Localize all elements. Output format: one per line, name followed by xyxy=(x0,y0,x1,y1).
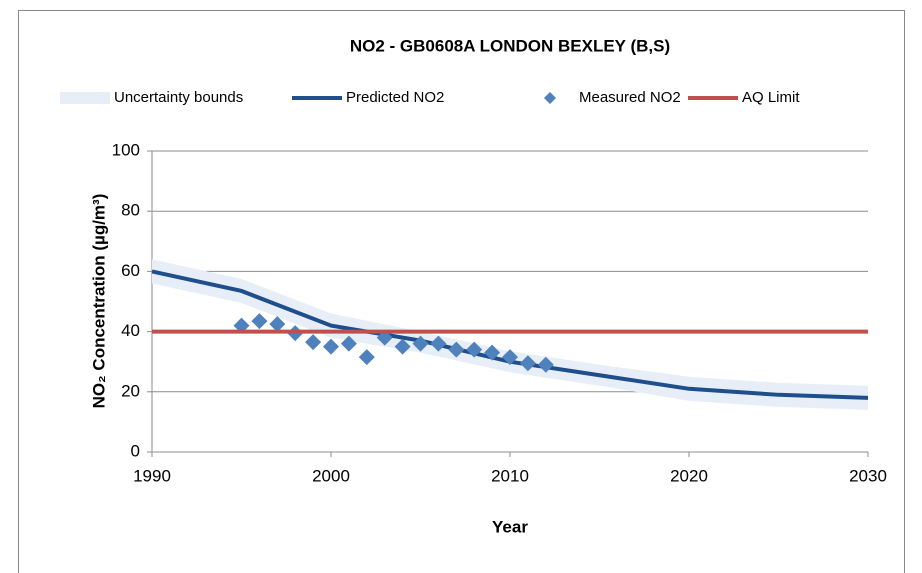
marker xyxy=(537,356,554,373)
marker xyxy=(484,344,501,361)
marker xyxy=(412,335,429,352)
marker xyxy=(233,317,250,334)
y-tick-label: 60 xyxy=(121,261,140,280)
y-axis-label: NO₂ Concentration (µg/m³) xyxy=(89,194,108,409)
x-tick-label: 2000 xyxy=(312,466,350,485)
marker xyxy=(358,349,375,366)
marker xyxy=(502,349,518,366)
y-tick-label: 100 xyxy=(112,140,140,159)
marker xyxy=(340,335,357,352)
marker xyxy=(376,329,393,346)
y-tick-label: 0 xyxy=(131,441,140,460)
x-axis-label: Year xyxy=(492,517,528,536)
marker xyxy=(269,316,286,333)
marker xyxy=(430,335,447,352)
marker xyxy=(519,355,536,372)
legend-label: Measured NO2 xyxy=(579,89,681,106)
legend-label: AQ Limit xyxy=(742,89,800,106)
y-tick-label: 40 xyxy=(121,321,140,340)
x-tick-label: 2030 xyxy=(849,466,887,485)
legend-label: Uncertainty bounds xyxy=(114,89,243,106)
marker xyxy=(251,313,268,330)
legend-swatch xyxy=(544,92,556,104)
marker xyxy=(448,341,465,358)
chart-title: NO2 - GB0608A LONDON BEXLEY (B,S) xyxy=(350,36,670,55)
y-tick-label: 20 xyxy=(121,381,140,400)
chart-frame xyxy=(18,10,905,573)
x-tick-label: 2010 xyxy=(491,466,529,485)
marker xyxy=(466,341,483,358)
marker xyxy=(305,334,322,351)
x-tick-label: 1990 xyxy=(133,466,171,485)
marker xyxy=(394,338,411,355)
legend-label: Predicted NO2 xyxy=(346,89,444,106)
y-tick-label: 80 xyxy=(121,201,140,220)
marker xyxy=(323,338,339,355)
legend-swatch xyxy=(60,92,110,104)
x-tick-label: 2020 xyxy=(670,466,708,485)
